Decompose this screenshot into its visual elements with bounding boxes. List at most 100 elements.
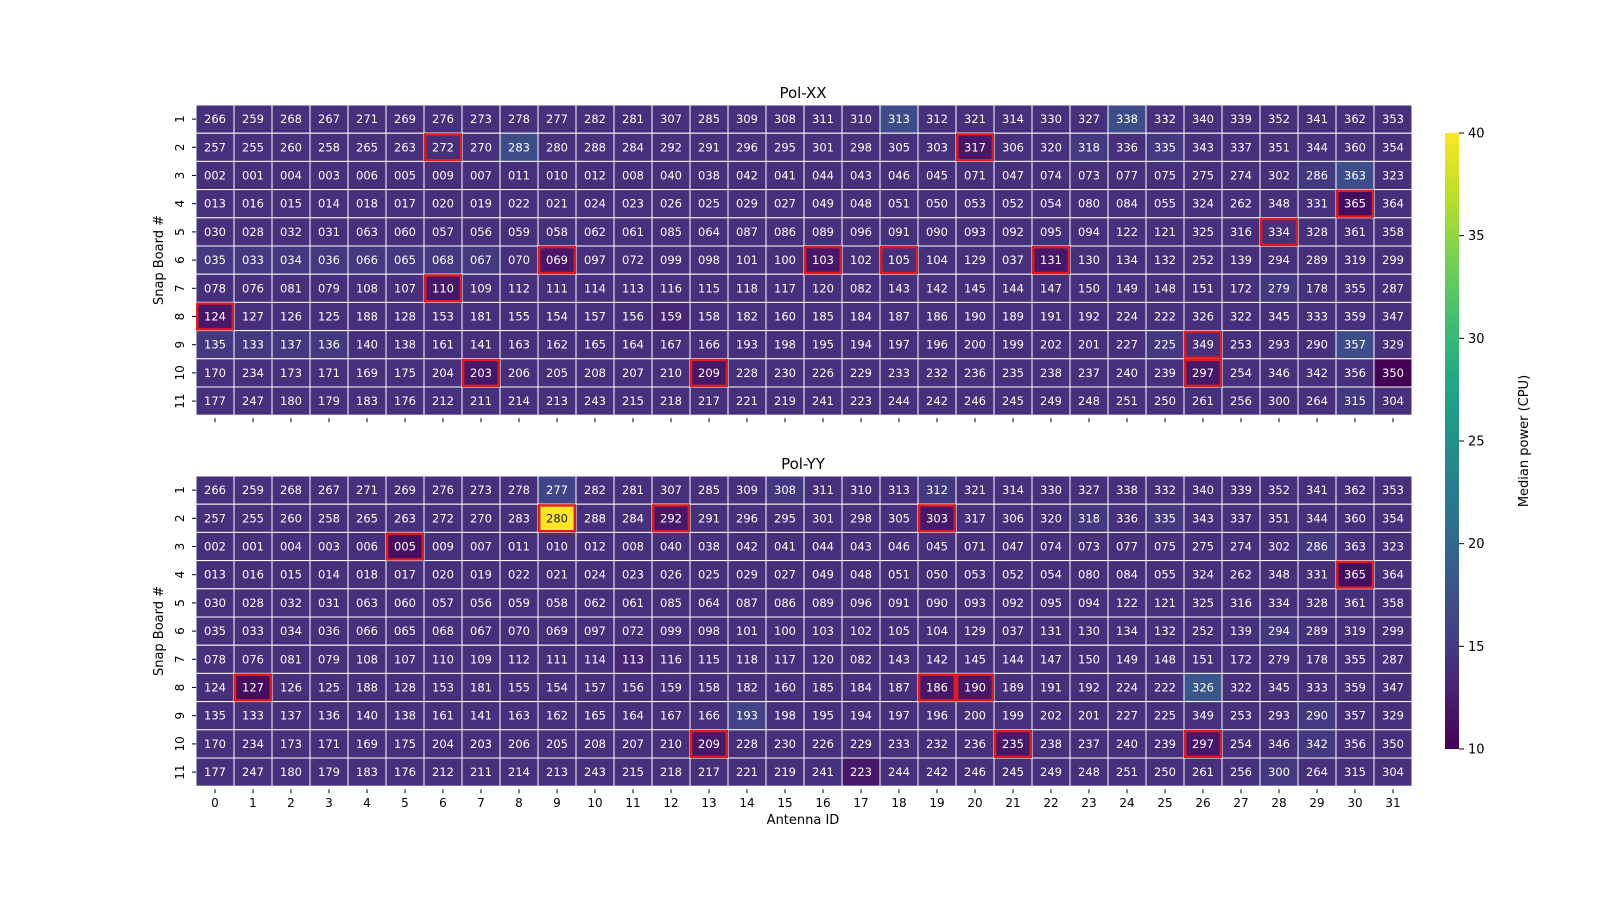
heatmap-cell-xx-r4-c5 bbox=[385, 217, 425, 247]
cell-label-xx-r5-c31: 299 bbox=[1382, 253, 1404, 267]
cell-label-yy-r4-c24: 122 bbox=[1116, 596, 1138, 610]
cell-label-yy-r2-c7: 007 bbox=[470, 540, 492, 554]
cell-label-yy-r6-c15: 117 bbox=[774, 652, 796, 666]
cell-label-xx-r10-c9: 213 bbox=[546, 394, 568, 408]
cell-label-yy-r3-c5: 017 bbox=[394, 568, 416, 582]
heatmap-cell-yy-r2-c7 bbox=[461, 531, 501, 562]
cell-label-yy-r7-c16: 185 bbox=[812, 681, 834, 695]
cell-label-xx-r8-c29: 290 bbox=[1306, 338, 1328, 352]
cell-label-xx-r2-c23: 073 bbox=[1078, 169, 1100, 183]
heatmap-cell-yy-r9-c7 bbox=[461, 729, 501, 759]
cell-label-xx-r6-c24: 149 bbox=[1116, 281, 1138, 295]
heatmap-cell-xx-r10-c17 bbox=[841, 386, 881, 416]
cell-label-xx-r9-c19: 232 bbox=[926, 366, 948, 380]
cell-label-yy-r5-c23: 130 bbox=[1078, 624, 1100, 638]
cell-label-xx-r2-c2: 004 bbox=[280, 169, 302, 183]
cell-label-yy-r9-c2: 173 bbox=[280, 737, 302, 751]
heatmap-cell-xx-r9-c19 bbox=[917, 358, 957, 388]
heatmap-cell-yy-r9-c14 bbox=[727, 729, 767, 759]
cell-label-yy-r8-c31: 329 bbox=[1382, 709, 1404, 723]
heatmap-cell-yy-r6-c4 bbox=[347, 644, 387, 674]
heatmap-cell-yy-r8-c14 bbox=[727, 701, 767, 731]
heatmap-cell-yy-r2-c18 bbox=[879, 531, 919, 562]
cell-label-xx-r4-c17: 096 bbox=[850, 225, 872, 239]
cell-label-yy-r4-c4: 063 bbox=[356, 596, 378, 610]
cell-label-xx-r0-c8: 278 bbox=[508, 112, 530, 126]
colorbar-tick-label-0: 10 bbox=[1468, 743, 1485, 758]
heatmap-cell-xx-r3-c1 bbox=[233, 189, 273, 219]
cell-label-yy-r7-c10: 157 bbox=[584, 681, 606, 695]
heatmap-cell-yy-r9-c25 bbox=[1145, 729, 1185, 759]
cell-label-xx-r0-c30: 362 bbox=[1344, 112, 1366, 126]
heatmap-cell-yy-r10-c20 bbox=[955, 757, 995, 787]
heatmap-cell-yy-r10-c29 bbox=[1297, 757, 1337, 787]
cell-label-xx-r10-c28: 300 bbox=[1268, 394, 1290, 408]
heatmap-title-pol-xx: Pol-XX bbox=[779, 84, 826, 102]
x-tick-label-18: 18 bbox=[891, 796, 906, 810]
cell-label-yy-r5-c8: 070 bbox=[508, 624, 530, 638]
cell-label-yy-r4-c16: 089 bbox=[812, 596, 834, 610]
cell-label-yy-r1-c14: 296 bbox=[736, 511, 758, 525]
cell-label-yy-r9-c16: 226 bbox=[812, 737, 834, 751]
cell-label-yy-r4-c0: 030 bbox=[204, 596, 226, 610]
heatmap-cell-yy-r0-c2 bbox=[271, 475, 311, 505]
heatmap-cell-xx-r9-c9 bbox=[537, 358, 577, 388]
cell-label-yy-r2-c4: 006 bbox=[356, 540, 378, 554]
heatmap-cell-yy-r5-c28 bbox=[1259, 616, 1299, 646]
cell-label-yy-r8-c19: 196 bbox=[926, 709, 948, 723]
cell-label-xx-r3-c31: 364 bbox=[1382, 197, 1404, 211]
heatmap-cell-yy-r3-c13 bbox=[689, 560, 729, 590]
cell-label-xx-r9-c1: 234 bbox=[242, 366, 264, 380]
heatmap-cell-xx-r1-c17 bbox=[841, 132, 881, 162]
cell-label-xx-r2-c30: 363 bbox=[1344, 169, 1366, 183]
cell-label-xx-r4-c18: 091 bbox=[888, 225, 910, 239]
heatmap-cell-yy-r9-c20 bbox=[955, 729, 995, 759]
cell-label-yy-r1-c11: 284 bbox=[622, 511, 644, 525]
cell-label-yy-r9-c17: 229 bbox=[850, 737, 872, 751]
cell-label-yy-r8-c2: 137 bbox=[280, 709, 302, 723]
cell-label-xx-r5-c8: 070 bbox=[508, 253, 530, 267]
cell-label-xx-r0-c19: 312 bbox=[926, 112, 948, 126]
heatmap-pol-xx: Pol-XX Snap Board # 266 259 268 267 271 269 27… bbox=[152, 84, 1413, 423]
heatmap-cell-xx-r2-c1 bbox=[233, 160, 273, 191]
heatmap-cell-yy-r2-c24 bbox=[1107, 531, 1147, 562]
cell-label-xx-r0-c18: 313 bbox=[888, 112, 910, 126]
cell-label-xx-r4-c31: 358 bbox=[1382, 225, 1404, 239]
heatmap-cell-xx-r2-c26 bbox=[1183, 160, 1223, 191]
cell-label-xx-r8-c4: 140 bbox=[356, 338, 378, 352]
heatmap-cell-xx-r7-c26 bbox=[1183, 301, 1223, 332]
cell-label-xx-r10-c10: 243 bbox=[584, 394, 606, 408]
cell-label-xx-r8-c15: 198 bbox=[774, 338, 796, 352]
cell-label-xx-r1-c14: 296 bbox=[736, 140, 758, 154]
cell-label-yy-r5-c7: 067 bbox=[470, 624, 492, 638]
cell-label-yy-r0-c22: 330 bbox=[1040, 483, 1062, 497]
cell-label-xx-r0-c3: 267 bbox=[318, 112, 340, 126]
heatmap-cell-xx-r6-c17 bbox=[841, 273, 881, 303]
heatmap-cell-xx-r6-c25 bbox=[1145, 273, 1185, 303]
heatmap-cell-yy-r5-c20 bbox=[955, 616, 995, 646]
cell-label-yy-r3-c25: 055 bbox=[1154, 568, 1176, 582]
cell-label-xx-r10-c6: 212 bbox=[432, 394, 454, 408]
cell-label-yy-r2-c6: 009 bbox=[432, 540, 454, 554]
heatmap-cell-xx-r3-c25 bbox=[1145, 189, 1185, 219]
heatmap-cell-xx-r1-c21 bbox=[993, 132, 1033, 162]
heatmap-cell-yy-r2-c3 bbox=[309, 531, 349, 562]
heatmap-cell-xx-r3-c7 bbox=[461, 189, 501, 219]
cell-label-yy-r5-c21: 037 bbox=[1002, 624, 1024, 638]
heatmap-cell-xx-r5-c30 bbox=[1335, 245, 1375, 275]
x-tick-label-10: 10 bbox=[587, 796, 602, 810]
heatmap-cell-yy-r5-c1 bbox=[233, 616, 273, 646]
y-tick-label-yy-8: 9 bbox=[173, 712, 187, 720]
cell-label-xx-r0-c20: 321 bbox=[964, 112, 986, 126]
cell-label-yy-r6-c5: 107 bbox=[394, 652, 416, 666]
cell-label-yy-r4-c28: 334 bbox=[1268, 596, 1290, 610]
cell-label-yy-r8-c21: 199 bbox=[1002, 709, 1024, 723]
colorbar-ticks: 10 15 20 25 30 35 40 bbox=[1459, 127, 1485, 758]
cell-label-xx-r1-c22: 320 bbox=[1040, 140, 1062, 154]
cell-label-yy-r5-c30: 319 bbox=[1344, 624, 1366, 638]
cell-label-xx-r8-c25: 225 bbox=[1154, 338, 1176, 352]
cell-label-xx-r9-c29: 342 bbox=[1306, 366, 1328, 380]
cell-label-xx-r2-c22: 074 bbox=[1040, 169, 1062, 183]
cell-label-xx-r4-c25: 121 bbox=[1154, 225, 1176, 239]
colorbar-label: Median power (CPU) bbox=[1517, 375, 1532, 507]
